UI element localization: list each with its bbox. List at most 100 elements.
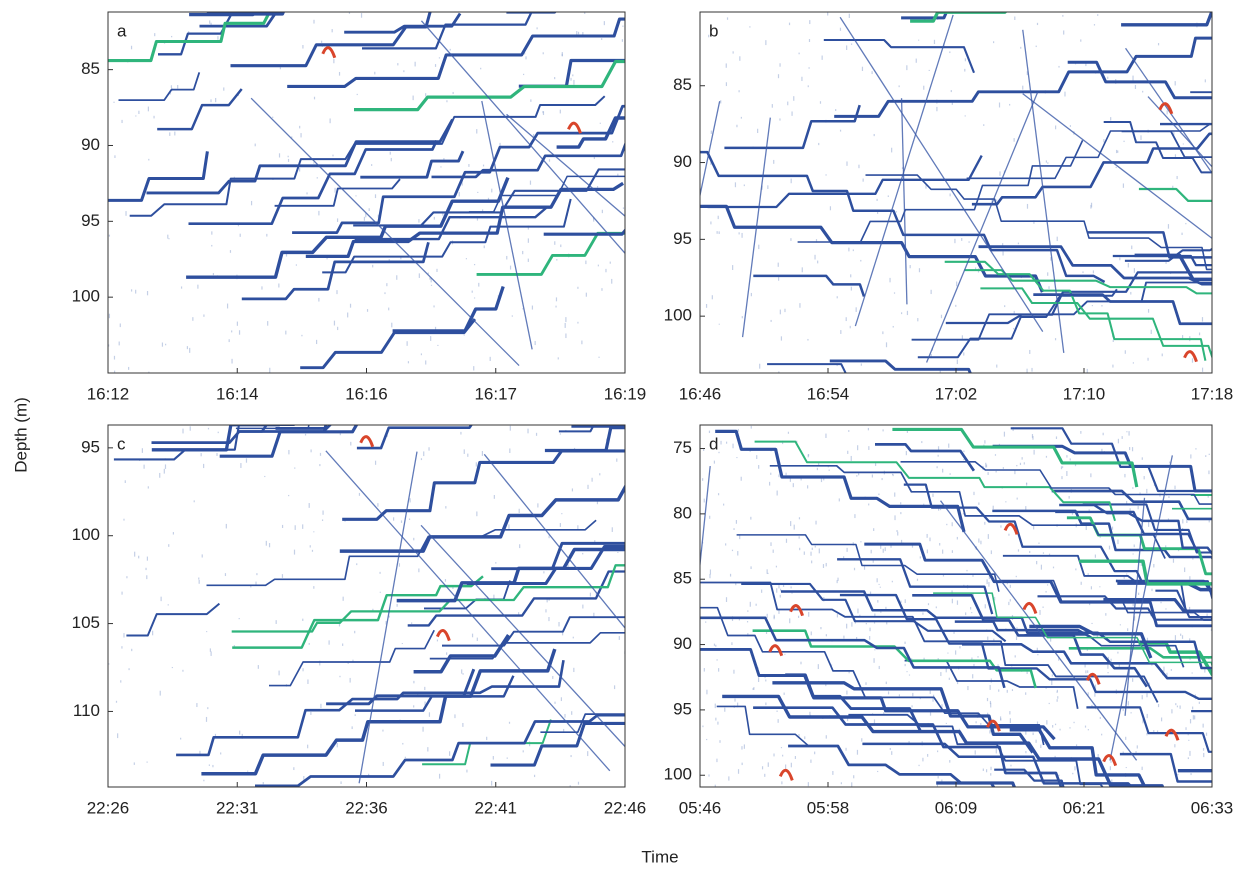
echo-speckle (883, 549, 884, 553)
echo-speckle (1132, 678, 1133, 682)
echo-speckle (350, 304, 351, 308)
echo-speckle (1017, 498, 1018, 500)
echo-speckle (1057, 690, 1058, 693)
echo-speckle (1005, 501, 1006, 502)
echo-speckle (401, 520, 402, 523)
echo-speckle (1132, 447, 1133, 451)
echo-speckle (731, 642, 732, 645)
echo-speckle (988, 472, 989, 475)
echo-speckle (778, 719, 779, 723)
echo-speckle (1100, 717, 1101, 719)
echo-speckle (927, 549, 928, 553)
echo-speckle (1116, 150, 1117, 153)
echo-speckle (1133, 604, 1134, 606)
echo-speckle (1202, 317, 1203, 321)
echo-speckle (558, 357, 559, 359)
echo-speckle (911, 705, 912, 707)
echo-speckle (201, 453, 202, 456)
echo-speckle (1140, 135, 1141, 140)
echo-speckle (922, 613, 923, 615)
echo-speckle (1008, 602, 1009, 605)
echo-speckle (1180, 705, 1181, 708)
echo-speckle (1111, 659, 1112, 662)
y-tick-label: 85 (673, 569, 692, 588)
echo-speckle (791, 763, 792, 768)
echo-speckle (889, 278, 890, 282)
echo-speckle (598, 265, 599, 267)
echo-speckle (1189, 607, 1190, 610)
echo-speckle (820, 101, 821, 104)
echo-speckle (266, 541, 267, 546)
x-tick-label: 06:21 (1063, 798, 1106, 817)
echo-speckle (279, 153, 280, 157)
echo-speckle (986, 769, 987, 772)
echo-speckle (1051, 680, 1052, 685)
echo-speckle (893, 326, 894, 328)
echo-speckle (208, 428, 209, 430)
echo-speckle (288, 450, 289, 454)
echo-speckle (120, 323, 121, 327)
echo-speckle (509, 448, 510, 453)
echo-speckle (894, 292, 895, 293)
echo-speckle (980, 723, 981, 725)
echo-speckle (1171, 669, 1172, 671)
echo-speckle (333, 59, 334, 63)
echo-speckle (1026, 369, 1027, 373)
echo-speckle (789, 618, 790, 623)
echo-speckle (702, 726, 703, 728)
echo-speckle (330, 118, 331, 123)
echo-speckle (965, 612, 966, 615)
echo-speckle (919, 268, 920, 272)
echo-speckle (532, 306, 533, 310)
echo-speckle (1110, 766, 1111, 770)
echo-speckle (309, 503, 310, 508)
y-tick-label: 80 (673, 503, 692, 522)
echo-speckle (545, 609, 546, 612)
echo-speckle (856, 475, 857, 477)
echo-speckle (570, 78, 571, 81)
echo-speckle (207, 707, 208, 709)
echo-speckle (1125, 737, 1126, 740)
echo-speckle (732, 265, 733, 270)
echo-speckle (951, 90, 952, 92)
echo-speckle (955, 650, 956, 654)
echo-speckle (213, 273, 214, 275)
echo-speckle (910, 265, 911, 268)
echo-speckle (1192, 358, 1193, 362)
echo-speckle (799, 53, 800, 55)
echo-speckle (794, 525, 795, 530)
echo-speckle (846, 624, 847, 629)
echo-speckle (131, 46, 132, 50)
echo-speckle (1063, 30, 1064, 34)
echo-speckle (196, 703, 197, 707)
y-tick-label: 100 (664, 765, 692, 784)
echo-speckle (435, 64, 436, 67)
echo-speckle (1055, 125, 1056, 129)
echo-speckle (313, 531, 314, 532)
echo-speckle (793, 483, 794, 487)
echo-speckle (1175, 703, 1176, 705)
echo-speckle (946, 524, 947, 525)
echo-speckle (817, 468, 818, 470)
echo-speckle (1146, 693, 1147, 697)
echo-speckle (1165, 608, 1166, 609)
echo-speckle (211, 651, 212, 656)
echo-speckle (885, 547, 886, 551)
echo-speckle (427, 747, 428, 751)
echo-speckle (848, 430, 849, 432)
echo-speckle (350, 678, 351, 683)
echo-speckle (1061, 466, 1062, 469)
echo-speckle (1151, 330, 1152, 334)
x-tick-label: 16:12 (87, 384, 130, 403)
echo-speckle (742, 316, 743, 318)
echo-speckle (778, 263, 779, 267)
echo-speckle (932, 494, 933, 497)
echo-speckle (938, 658, 939, 659)
echo-speckle (1123, 709, 1124, 711)
y-tick-label: 105 (72, 613, 100, 632)
echo-speckle (372, 265, 373, 268)
echo-speckle (1010, 585, 1011, 588)
echo-speckle (737, 551, 738, 555)
echo-speckle (402, 743, 403, 745)
echo-speckle (1031, 368, 1032, 372)
